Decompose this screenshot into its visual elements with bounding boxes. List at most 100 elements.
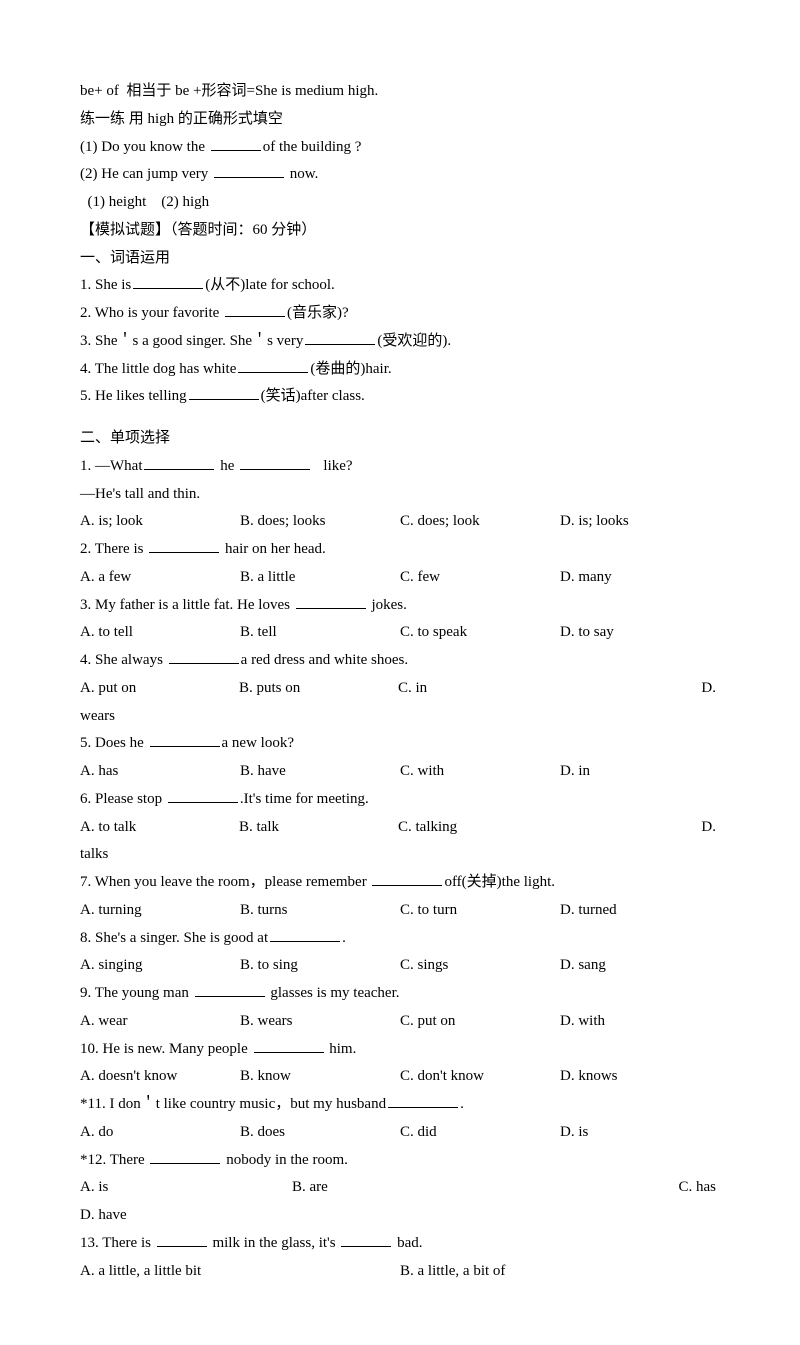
blank-input[interactable] xyxy=(296,593,366,609)
blank-input[interactable] xyxy=(341,1231,391,1247)
text: of the building ? xyxy=(263,139,362,155)
option-b[interactable]: B. have xyxy=(240,758,400,786)
text: (卷曲的)hair. xyxy=(310,361,391,377)
option-c[interactable]: C. with xyxy=(400,758,560,786)
option-b[interactable]: B. know xyxy=(240,1063,400,1091)
option-c[interactable]: C. has xyxy=(504,1174,720,1202)
option-d[interactable]: D. turned xyxy=(560,897,720,925)
text: a new look? xyxy=(222,735,294,751)
option-c[interactable]: C. does; look xyxy=(400,508,560,536)
option-a[interactable]: A. has xyxy=(80,758,240,786)
option-b[interactable]: B. to sing xyxy=(240,952,400,980)
blank-input[interactable] xyxy=(195,981,265,997)
blank-input[interactable] xyxy=(150,731,220,747)
text: 13. There is xyxy=(80,1235,155,1251)
s2-q4-options: A. put on B. puts on C. in D. xyxy=(80,675,720,703)
blank-input[interactable] xyxy=(189,384,259,400)
text: (从不)late for school. xyxy=(205,277,335,293)
blank-input[interactable] xyxy=(238,357,308,373)
s2-q1-options: A. is; look B. does; looks C. does; look… xyxy=(80,508,720,536)
blank-input[interactable] xyxy=(305,329,375,345)
option-d[interactable]: D. knows xyxy=(560,1063,720,1091)
blank-input[interactable] xyxy=(240,454,310,470)
text: he xyxy=(216,458,238,474)
option-a[interactable]: A. singing xyxy=(80,952,240,980)
option-d[interactable]: D. in xyxy=(560,758,720,786)
option-a[interactable]: A. is; look xyxy=(80,508,240,536)
text: glasses is my teacher. xyxy=(267,985,400,1001)
s2-q4: 4. She always a red dress and white shoe… xyxy=(80,647,720,675)
option-c[interactable]: C. sings xyxy=(400,952,560,980)
s1-q2: 2. Who is your favorite (音乐家)? xyxy=(80,300,720,328)
s2-q9: 9. The young man glasses is my teacher. xyxy=(80,980,720,1008)
blank-input[interactable] xyxy=(225,301,285,317)
blank-input[interactable] xyxy=(168,787,238,803)
option-b[interactable]: B. a little xyxy=(240,564,400,592)
blank-input[interactable] xyxy=(254,1037,324,1053)
option-a[interactable]: A. a few xyxy=(80,564,240,592)
option-d[interactable]: D. xyxy=(557,814,720,842)
blank-input[interactable] xyxy=(133,273,203,289)
s2-q1-line2: —He's tall and thin. xyxy=(80,481,720,509)
blank-input[interactable] xyxy=(388,1092,458,1108)
option-c[interactable]: C. few xyxy=(400,564,560,592)
option-a[interactable]: A. to tell xyxy=(80,619,240,647)
s2-q2: 2. There is hair on her head. xyxy=(80,536,720,564)
text: 6. Please stop xyxy=(80,791,166,807)
option-a[interactable]: A. wear xyxy=(80,1008,240,1036)
s2-q6-wrap: talks xyxy=(80,841,720,869)
option-d[interactable]: D. is; looks xyxy=(560,508,720,536)
option-a[interactable]: A. do xyxy=(80,1119,240,1147)
option-c[interactable]: C. don't know xyxy=(400,1063,560,1091)
option-b[interactable]: B. puts on xyxy=(239,675,398,703)
s1-q5: 5. He likes telling(笑话)after class. xyxy=(80,383,720,411)
option-c[interactable]: C. to speak xyxy=(400,619,560,647)
blank-input[interactable] xyxy=(270,926,340,942)
text: 5. Does he xyxy=(80,735,148,751)
blank-input[interactable] xyxy=(211,135,261,151)
option-c[interactable]: C. put on xyxy=(400,1008,560,1036)
text: (1) Do you know the xyxy=(80,139,209,155)
option-c[interactable]: C. did xyxy=(400,1119,560,1147)
option-d[interactable]: D. is xyxy=(560,1119,720,1147)
option-b[interactable]: B. wears xyxy=(240,1008,400,1036)
option-b[interactable]: B. does xyxy=(240,1119,400,1147)
blank-input[interactable] xyxy=(214,162,284,178)
option-b[interactable]: B. tell xyxy=(240,619,400,647)
option-c[interactable]: C. talking xyxy=(398,814,557,842)
option-b[interactable]: B. a little, a bit of xyxy=(400,1258,720,1286)
option-d[interactable]: D. xyxy=(557,675,720,703)
s2-q8-options: A. singing B. to sing C. sings D. sang xyxy=(80,952,720,980)
blank-input[interactable] xyxy=(144,454,214,470)
option-a[interactable]: A. turning xyxy=(80,897,240,925)
s2-q12-wrap: D. have xyxy=(80,1202,720,1230)
option-d[interactable]: D. to say xyxy=(560,619,720,647)
blank-input[interactable] xyxy=(157,1231,207,1247)
option-d[interactable]: D. sang xyxy=(560,952,720,980)
option-d[interactable]: D. with xyxy=(560,1008,720,1036)
text: hair on her head. xyxy=(221,541,326,557)
text: . xyxy=(342,930,346,946)
s2-q5: 5. Does he a new look? xyxy=(80,730,720,758)
option-a[interactable]: A. a little, a little bit xyxy=(80,1258,400,1286)
option-c[interactable]: C. in xyxy=(398,675,557,703)
s2-q11: *11. I don＇t like country music，but my h… xyxy=(80,1091,720,1119)
text: (2) He can jump very xyxy=(80,166,212,182)
s2-q8: 8. She's a singer. She is good at. xyxy=(80,925,720,953)
blank-input[interactable] xyxy=(372,870,442,886)
option-b[interactable]: B. are xyxy=(292,1174,504,1202)
blank-input[interactable] xyxy=(149,537,219,553)
option-a[interactable]: A. to talk xyxy=(80,814,239,842)
text: 2. There is xyxy=(80,541,147,557)
option-b[interactable]: B. does; looks xyxy=(240,508,400,536)
option-d[interactable]: D. many xyxy=(560,564,720,592)
option-a[interactable]: A. doesn't know xyxy=(80,1063,240,1091)
s2-q11-options: A. do B. does C. did D. is xyxy=(80,1119,720,1147)
option-a[interactable]: A. put on xyxy=(80,675,239,703)
option-b[interactable]: B. turns xyxy=(240,897,400,925)
option-c[interactable]: C. to turn xyxy=(400,897,560,925)
option-a[interactable]: A. is xyxy=(80,1174,292,1202)
blank-input[interactable] xyxy=(169,648,239,664)
blank-input[interactable] xyxy=(150,1148,220,1164)
option-b[interactable]: B. talk xyxy=(239,814,398,842)
